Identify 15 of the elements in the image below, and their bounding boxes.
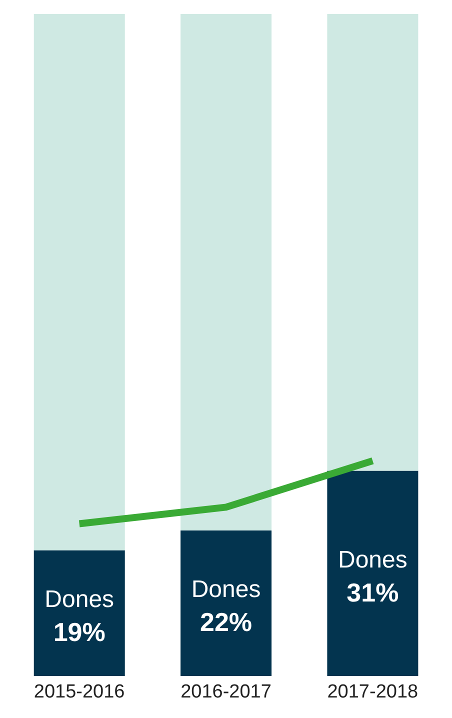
bar (180, 14, 272, 530)
bar (327, 14, 418, 471)
bar (34, 550, 125, 676)
x-tick-label: 2016-2017 (180, 681, 272, 702)
data-label: 19% (53, 617, 106, 648)
text: Dones (338, 546, 408, 574)
text: Dones (191, 576, 261, 604)
x-tick-label: 2015-2016 (34, 681, 125, 702)
data-label: 31% (346, 577, 399, 608)
bar (34, 14, 125, 550)
x-tick-label: 2017-2018 (327, 681, 418, 702)
series-label: Dones (44, 586, 114, 614)
bar (327, 470, 418, 676)
data-label: 22% (200, 607, 252, 638)
bar (180, 530, 272, 676)
